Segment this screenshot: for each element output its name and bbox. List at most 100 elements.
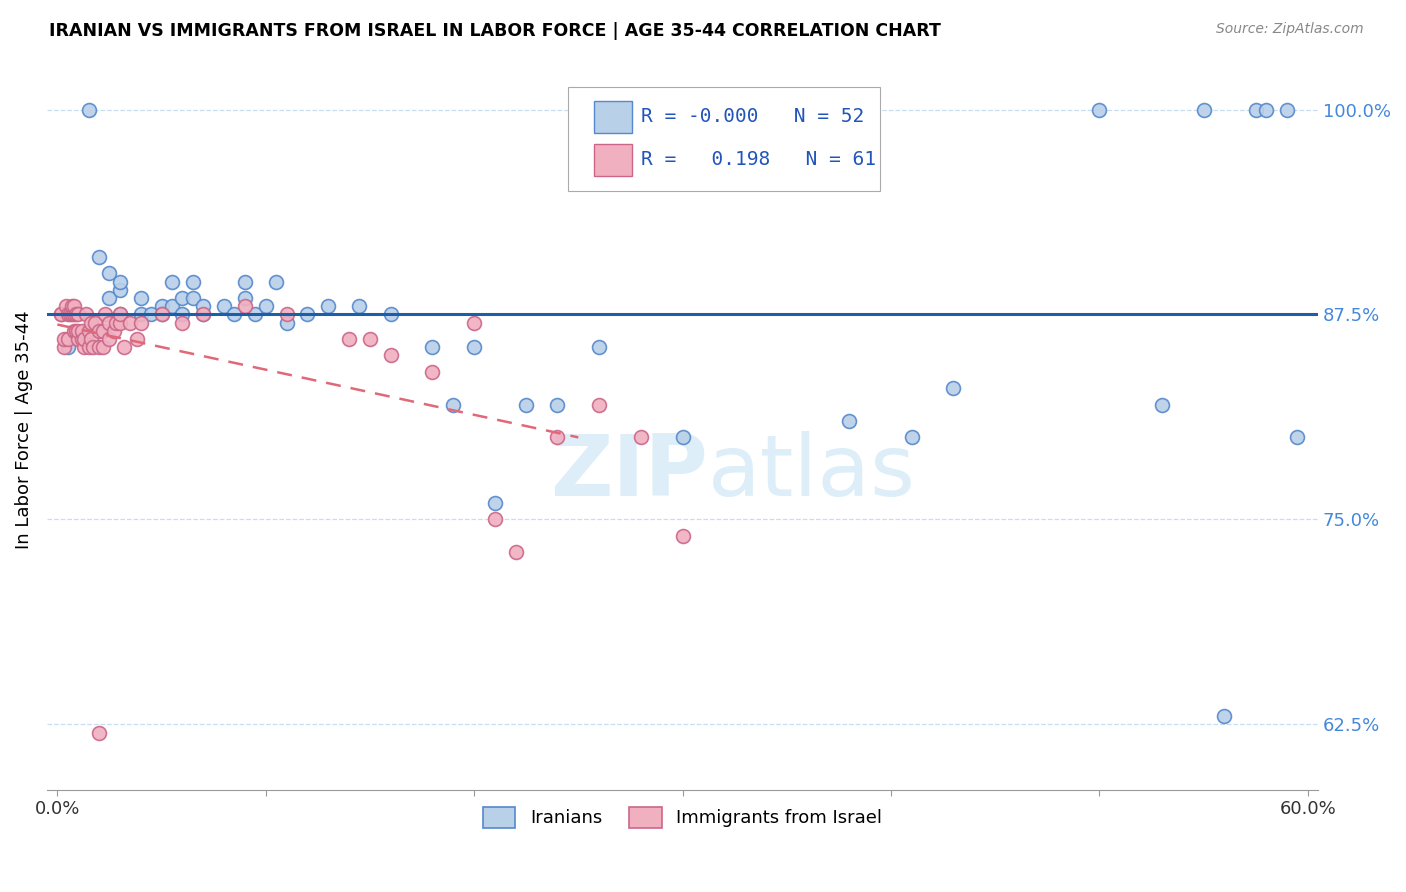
Point bbox=[349, 299, 371, 313]
Point bbox=[56, 308, 79, 322]
Point bbox=[264, 275, 287, 289]
Point bbox=[98, 267, 121, 281]
Text: IRANIAN VS IMMIGRANTS FROM ISRAEL IN LABOR FORCE | AGE 35-44 CORRELATION CHART: IRANIAN VS IMMIGRANTS FROM ISRAEL IN LAB… bbox=[49, 22, 941, 40]
Point bbox=[67, 308, 90, 322]
Point bbox=[56, 340, 79, 354]
Point bbox=[77, 324, 100, 338]
Point bbox=[1192, 103, 1215, 117]
Point bbox=[108, 316, 131, 330]
Point bbox=[65, 308, 87, 322]
Point bbox=[505, 545, 527, 559]
Point bbox=[297, 308, 319, 322]
Point bbox=[422, 365, 444, 379]
Point bbox=[463, 340, 485, 354]
Point bbox=[108, 308, 131, 322]
Point bbox=[546, 430, 568, 444]
Point bbox=[91, 340, 114, 354]
Point bbox=[87, 250, 110, 264]
Point bbox=[359, 332, 381, 346]
Point bbox=[104, 316, 127, 330]
Point bbox=[380, 308, 402, 322]
Point bbox=[172, 308, 194, 322]
Point bbox=[76, 308, 98, 322]
Point bbox=[546, 398, 568, 412]
Text: atlas: atlas bbox=[709, 431, 915, 514]
Point bbox=[441, 398, 464, 412]
Point bbox=[160, 275, 183, 289]
Point bbox=[1286, 430, 1309, 444]
Point bbox=[63, 308, 86, 322]
Point bbox=[630, 430, 652, 444]
Point bbox=[193, 308, 215, 322]
Point bbox=[87, 324, 110, 338]
FancyBboxPatch shape bbox=[593, 144, 631, 176]
Point bbox=[59, 308, 82, 322]
Point bbox=[380, 348, 402, 362]
Point bbox=[87, 725, 110, 739]
Point bbox=[125, 332, 148, 346]
Point bbox=[129, 308, 152, 322]
Y-axis label: In Labor Force | Age 35-44: In Labor Force | Age 35-44 bbox=[15, 310, 32, 549]
Point bbox=[51, 308, 73, 322]
Point bbox=[87, 340, 110, 354]
Point bbox=[463, 316, 485, 330]
Point bbox=[73, 340, 96, 354]
Point bbox=[55, 299, 77, 313]
Point bbox=[63, 324, 86, 338]
Point bbox=[1150, 398, 1173, 412]
Point bbox=[233, 275, 256, 289]
Point bbox=[181, 291, 204, 305]
Point bbox=[56, 332, 79, 346]
Point bbox=[588, 398, 610, 412]
Point bbox=[838, 414, 860, 428]
Point bbox=[103, 324, 125, 338]
Point bbox=[83, 316, 105, 330]
Point bbox=[1088, 103, 1111, 117]
Point bbox=[1275, 103, 1298, 117]
Point bbox=[60, 299, 83, 313]
Point bbox=[98, 291, 121, 305]
Point bbox=[112, 340, 135, 354]
Point bbox=[254, 299, 277, 313]
Point bbox=[150, 299, 173, 313]
Point bbox=[73, 332, 96, 346]
Point bbox=[67, 324, 90, 338]
Point bbox=[245, 308, 267, 322]
Point bbox=[181, 275, 204, 289]
Point bbox=[193, 308, 215, 322]
Point bbox=[422, 340, 444, 354]
Point bbox=[1213, 709, 1236, 723]
Point bbox=[94, 308, 117, 322]
Point bbox=[316, 299, 339, 313]
Point bbox=[224, 308, 246, 322]
Point bbox=[129, 291, 152, 305]
FancyBboxPatch shape bbox=[593, 101, 631, 133]
Point bbox=[233, 299, 256, 313]
Point bbox=[72, 324, 94, 338]
Point bbox=[233, 291, 256, 305]
Point bbox=[98, 316, 121, 330]
Point bbox=[98, 332, 121, 346]
Point bbox=[276, 316, 298, 330]
Point bbox=[1254, 103, 1277, 117]
Point bbox=[139, 308, 162, 322]
Point bbox=[129, 316, 152, 330]
Text: Source: ZipAtlas.com: Source: ZipAtlas.com bbox=[1216, 22, 1364, 37]
Point bbox=[337, 332, 360, 346]
Point bbox=[65, 324, 87, 338]
Point bbox=[108, 275, 131, 289]
Point bbox=[108, 308, 131, 322]
Point bbox=[942, 381, 965, 395]
Point bbox=[79, 316, 101, 330]
Point bbox=[91, 324, 114, 338]
Point bbox=[79, 332, 101, 346]
Point bbox=[212, 299, 235, 313]
Point bbox=[52, 332, 75, 346]
Point bbox=[82, 340, 104, 354]
Point bbox=[671, 529, 693, 543]
Point bbox=[120, 316, 142, 330]
Point bbox=[671, 430, 693, 444]
Text: R = -0.000   N = 52: R = -0.000 N = 52 bbox=[641, 107, 863, 127]
Text: ZIP: ZIP bbox=[550, 431, 709, 514]
Point bbox=[484, 496, 506, 510]
